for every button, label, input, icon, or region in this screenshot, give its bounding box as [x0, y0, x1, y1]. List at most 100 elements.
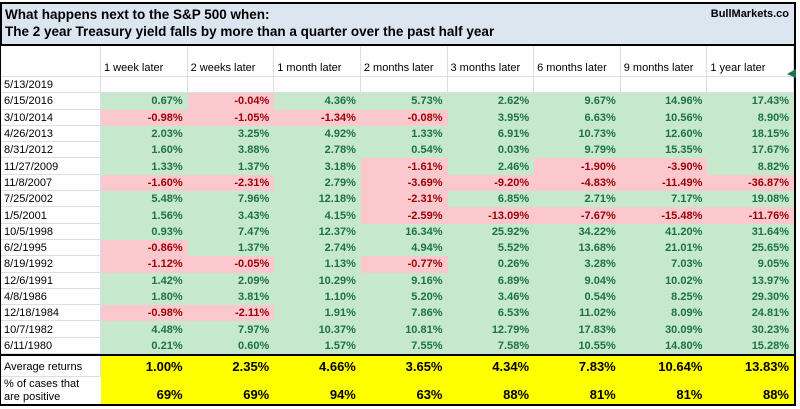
value-cell[interactable]: 14.96%	[620, 93, 708, 110]
value-cell[interactable]: 2.03%	[101, 125, 188, 143]
date-cell[interactable]: 10/5/1998	[1, 224, 101, 240]
column-header[interactable]: 6 months later	[534, 46, 621, 77]
value-cell[interactable]: 1.60%	[101, 142, 188, 159]
value-cell[interactable]: -0.08%	[360, 109, 448, 126]
value-cell[interactable]: 4.94%	[360, 239, 448, 257]
value-cell[interactable]: 3.81%	[187, 288, 275, 306]
value-cell[interactable]: 3.28%	[534, 256, 621, 273]
value-cell[interactable]: 3.95%	[447, 109, 535, 126]
value-cell[interactable]: 1.91%	[274, 305, 361, 322]
value-cell[interactable]: -9.20%	[447, 174, 535, 192]
value-cell[interactable]: 10.73%	[534, 125, 621, 143]
value-cell[interactable]: -0.98%	[101, 109, 188, 126]
average-value-cell[interactable]: 4.66%	[274, 356, 361, 378]
value-cell[interactable]: -4.83%	[534, 174, 621, 192]
value-cell[interactable]: -2.31%	[360, 191, 448, 208]
value-cell[interactable]: 18.15%	[707, 125, 794, 143]
column-header[interactable]: 3 months later	[448, 46, 535, 77]
value-cell[interactable]: 8.09%	[620, 305, 708, 322]
value-cell[interactable]: 6.91%	[447, 125, 535, 143]
value-cell[interactable]: 3.88%	[187, 142, 275, 159]
value-cell[interactable]: 1.80%	[101, 288, 188, 306]
column-header[interactable]: 1 week later	[101, 46, 188, 77]
value-cell[interactable]	[534, 77, 621, 94]
percent-positive-cell[interactable]: 94%	[274, 377, 361, 405]
value-cell[interactable]: 15.35%	[620, 142, 708, 159]
value-cell[interactable]: 0.26%	[447, 256, 535, 273]
value-cell[interactable]: 1.33%	[101, 158, 188, 175]
value-cell[interactable]: 7.55%	[360, 337, 448, 355]
value-cell[interactable]: 34.22%	[534, 223, 621, 240]
value-cell[interactable]: -15.48%	[620, 207, 708, 224]
value-cell[interactable]: 12.18%	[274, 191, 361, 208]
value-cell[interactable]: 1.13%	[274, 256, 361, 273]
value-cell[interactable]	[620, 77, 708, 94]
date-cell[interactable]: 6/11/1980	[1, 338, 101, 354]
percent-positive-cell[interactable]: 81%	[620, 377, 708, 405]
value-cell[interactable]: 10.29%	[274, 272, 361, 289]
value-cell[interactable]: 21.01%	[620, 239, 708, 257]
value-cell[interactable]: 5.48%	[101, 191, 188, 208]
value-cell[interactable]: 2.46%	[447, 158, 535, 175]
value-cell[interactable]: 14.80%	[620, 337, 708, 355]
value-cell[interactable]: 10.56%	[620, 109, 708, 126]
date-cell[interactable]: 11/8/2007	[1, 175, 101, 191]
value-cell[interactable]: -3.90%	[620, 158, 708, 175]
value-cell[interactable]: 9.04%	[534, 272, 621, 289]
value-cell[interactable]: -13.09%	[447, 207, 535, 224]
value-cell[interactable]: 0.67%	[101, 93, 188, 110]
date-cell[interactable]: 6/15/2016	[1, 93, 101, 109]
value-cell[interactable]: -7.67%	[534, 207, 621, 224]
value-cell[interactable]: 17.67%	[707, 142, 794, 159]
percent-positive-cell[interactable]: 81%	[534, 377, 621, 405]
value-cell[interactable]: 6.53%	[447, 305, 535, 322]
average-value-cell[interactable]: 2.35%	[187, 356, 275, 378]
value-cell[interactable]: 9.05%	[707, 256, 794, 273]
date-cell[interactable]: 1/5/2001	[1, 207, 101, 223]
percent-positive-cell[interactable]: 63%	[360, 377, 448, 405]
date-cell[interactable]: 12/6/1991	[1, 273, 101, 289]
value-cell[interactable]	[447, 77, 535, 94]
value-cell[interactable]: 1.42%	[101, 272, 188, 289]
value-cell[interactable]: 24.81%	[707, 305, 794, 322]
value-cell[interactable]: 1.37%	[187, 239, 275, 257]
value-cell[interactable]: 11.02%	[534, 305, 621, 322]
value-cell[interactable]: 8.90%	[707, 109, 794, 126]
value-cell[interactable]: 2.74%	[274, 239, 361, 257]
value-cell[interactable]: 30.09%	[620, 321, 708, 338]
value-cell[interactable]: 3.18%	[274, 158, 361, 175]
date-cell[interactable]: 4/8/1986	[1, 289, 101, 305]
column-header[interactable]: 2 months later	[361, 46, 448, 77]
value-cell[interactable]: 0.60%	[187, 337, 275, 355]
value-cell[interactable]: 7.47%	[187, 223, 275, 240]
value-cell[interactable]: 10.02%	[620, 272, 708, 289]
value-cell[interactable]: 2.09%	[187, 272, 275, 289]
value-cell[interactable]: 1.37%	[187, 158, 275, 175]
average-value-cell[interactable]: 13.83%	[707, 356, 794, 378]
percent-positive-cell[interactable]: 69%	[187, 377, 275, 405]
value-cell[interactable]: 4.48%	[101, 321, 188, 338]
value-cell[interactable]: 7.97%	[187, 321, 275, 338]
date-cell[interactable]: 10/7/1982	[1, 321, 101, 337]
value-cell[interactable]: 3.46%	[447, 288, 535, 306]
value-cell[interactable]: 19.08%	[707, 191, 794, 208]
value-cell[interactable]: 4.15%	[274, 207, 361, 224]
value-cell[interactable]: 10.81%	[360, 321, 448, 338]
value-cell[interactable]: 7.58%	[447, 337, 535, 355]
value-cell[interactable]: 2.62%	[447, 93, 535, 110]
average-value-cell[interactable]: 1.00%	[101, 356, 188, 378]
value-cell[interactable]	[101, 77, 188, 94]
value-cell[interactable]: -0.05%	[187, 256, 275, 273]
value-cell[interactable]: -0.04%	[187, 93, 275, 110]
value-cell[interactable]: 15.28%	[707, 337, 794, 355]
value-cell[interactable]: 12.79%	[447, 321, 535, 338]
value-cell[interactable]: -3.69%	[360, 174, 448, 192]
value-cell[interactable]: 0.54%	[534, 288, 621, 306]
value-cell[interactable]: 0.03%	[447, 142, 535, 159]
date-cell[interactable]: 3/10/2014	[1, 110, 101, 126]
value-cell[interactable]: -0.86%	[101, 239, 188, 257]
value-cell[interactable]: 6.63%	[534, 109, 621, 126]
average-value-cell[interactable]: 10.64%	[620, 356, 708, 378]
value-cell[interactable]: 17.83%	[534, 321, 621, 338]
percent-positive-cell[interactable]: 88%	[447, 377, 535, 405]
